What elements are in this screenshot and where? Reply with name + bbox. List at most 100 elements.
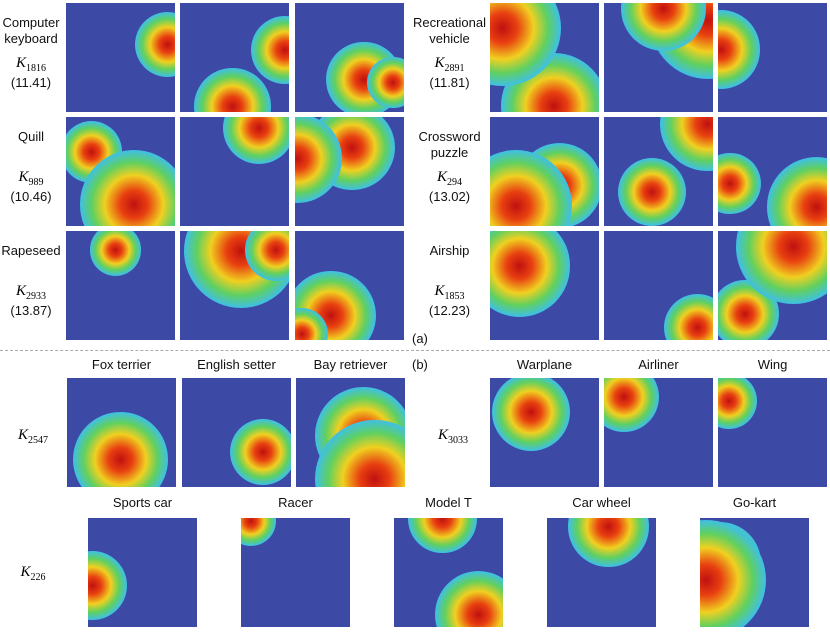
row-label: Airship (429, 243, 470, 258)
heatmap-image (490, 231, 599, 340)
image-label: Fox terrier (91, 357, 152, 372)
score: (12.23) (428, 303, 471, 318)
kernel-label: K1853 (413, 283, 486, 302)
image-label: Airliner (638, 357, 679, 372)
heatmap-image (604, 378, 713, 487)
kernel-symbol: K (18, 169, 29, 185)
kernel-label: K2891 (413, 55, 486, 74)
kernel-symbol: K (17, 427, 28, 443)
heat-spot (73, 412, 168, 487)
kernel-symbol: K (20, 564, 31, 580)
row-label: Quill (17, 129, 44, 144)
row-label: Recreational vehicle (413, 15, 486, 46)
heatmap-image (295, 231, 404, 340)
heatmap-image (718, 117, 827, 226)
image-label: English setter (197, 357, 276, 372)
kernel-symbol: K (434, 55, 445, 71)
heat-spot (604, 378, 660, 433)
heat-spot (617, 158, 686, 226)
heatmap-image (604, 3, 713, 112)
score: (11.81) (429, 75, 470, 90)
row-label: Rapeseed (1, 243, 61, 258)
heat-spot (251, 16, 289, 84)
heat-spot (88, 551, 127, 621)
kernel-label: K989 (0, 169, 62, 188)
kernel-index: 3033 (448, 435, 468, 446)
image-label: Model T (425, 495, 472, 510)
heatmap-image (700, 518, 809, 627)
heatmap-image (490, 117, 599, 226)
kernel-symbol: K (434, 283, 445, 299)
kernel-label: K2933 (0, 283, 62, 302)
row-label: Computer keyboard (2, 15, 60, 46)
heat-spot (663, 293, 713, 340)
heatmap-image (67, 378, 176, 487)
heat-spot (230, 419, 291, 486)
kernel-index: 1816 (26, 63, 46, 74)
kernel-symbol: K (15, 55, 26, 71)
heatmap-image (182, 378, 291, 487)
kernel-label: K2547 (0, 427, 66, 446)
heat-spot (241, 518, 277, 547)
heatmap-image (295, 117, 404, 226)
image-label: Bay retriever (313, 357, 388, 372)
panel-label: (a) (412, 331, 428, 346)
panel-label: (b) (412, 357, 428, 372)
heatmap-image (296, 378, 405, 487)
heat-spot (434, 570, 503, 627)
heat-spot (766, 157, 827, 226)
image-label: Wing (757, 357, 788, 372)
heat-spot (194, 68, 271, 112)
kernel-index: 2933 (26, 291, 46, 302)
heatmap-image (718, 231, 827, 340)
heatmap-image (547, 518, 656, 627)
heatmap-image (66, 231, 175, 340)
heatmap-image (66, 3, 175, 112)
kernel-label: K226 (0, 564, 66, 583)
heat-spot (718, 10, 761, 89)
heatmap-image (490, 378, 599, 487)
kernel-index: 1853 (444, 291, 465, 302)
kernel-symbol: K (437, 427, 448, 443)
heatmap-image (604, 231, 713, 340)
kernel-label: K3033 (420, 427, 486, 446)
score: (10.46) (10, 189, 52, 204)
heat-spot (718, 378, 757, 429)
image-label: Car wheel (572, 495, 631, 510)
score: (11.41) (10, 75, 52, 90)
kernel-index: 989 (28, 177, 44, 188)
heat-spot (135, 12, 175, 78)
heatmap-image (604, 117, 713, 226)
heat-spot (491, 378, 570, 452)
image-label: Go-kart (732, 495, 777, 510)
kernel-symbol: K (436, 169, 447, 185)
heatmap-image (241, 518, 350, 627)
heatmap-image (180, 3, 289, 112)
image-label: Warplane (516, 357, 573, 372)
heat-spot (718, 152, 761, 214)
heatmap-image (295, 3, 404, 112)
heat-spot (222, 117, 289, 165)
kernel-index: 226 (30, 572, 46, 583)
heat-spot (367, 57, 404, 109)
heatmap-image (180, 117, 289, 226)
heatmap-image (718, 378, 827, 487)
heatmap-image (718, 3, 827, 112)
heat-spot (408, 518, 477, 554)
row-label: Crossword puzzle (418, 129, 481, 160)
kernel-index: 2891 (444, 63, 465, 74)
kernel-index: 294 (447, 177, 462, 188)
heat-spot (89, 231, 142, 276)
image-label: Racer (278, 495, 313, 510)
heatmap-image (180, 231, 289, 340)
heatmap-image (66, 117, 175, 226)
image-label: Sports car (112, 495, 173, 510)
divider (0, 350, 830, 351)
kernel-symbol: K (15, 283, 26, 299)
kernel-label: K1816 (0, 55, 62, 74)
kernel-label: K294 (413, 169, 486, 188)
score: (13.02) (428, 189, 471, 204)
heatmap-image (88, 518, 197, 627)
heatmap-image (394, 518, 503, 627)
